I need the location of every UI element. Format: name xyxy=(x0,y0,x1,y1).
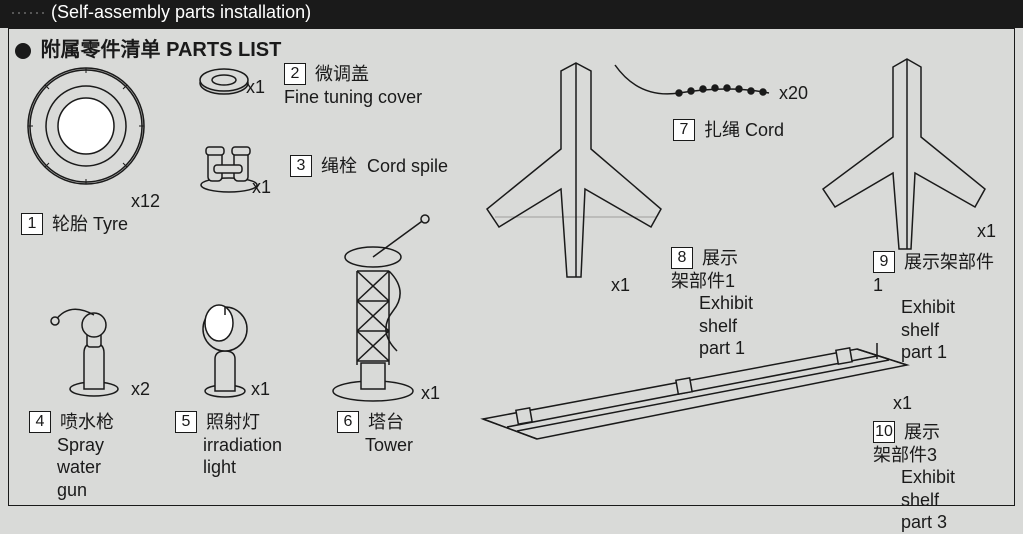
shelf-rail-label-en: Exhibit shelf part 3 xyxy=(901,466,955,534)
numbox-3: 3 xyxy=(290,155,312,177)
part-irradiation-light: x1 5 照射灯 irradiation light xyxy=(185,301,265,401)
cover-qty: x1 xyxy=(246,77,265,98)
cord-label-en: Cord xyxy=(745,120,784,140)
tower-icon xyxy=(313,201,463,411)
cover-label-cn: 微调盖 xyxy=(315,64,369,84)
numbox-8: 8 xyxy=(671,247,693,269)
shelf-b-qty: x1 xyxy=(977,221,996,242)
spray-gun-icon xyxy=(49,293,139,403)
tyre-icon xyxy=(21,61,151,191)
spray-gun-qty: x2 xyxy=(131,379,150,400)
tyre-label-cn: 轮胎 xyxy=(52,214,88,234)
part-exhibit-shelf-3: x1 10 展示架部件3 Exhibit shelf part 3 xyxy=(477,339,917,449)
cord-label-cn: 扎绳 xyxy=(704,120,740,140)
numbox-9: 9 xyxy=(873,251,895,273)
numbox-1: 1 xyxy=(21,213,43,235)
shelf-a-qty: x1 xyxy=(611,275,630,296)
part-spray-gun: x2 4 喷水枪 Spray water gun xyxy=(49,293,139,403)
tyre-label-en: Tyre xyxy=(93,214,128,234)
shelf-cross-a-icon xyxy=(481,59,671,289)
spile-label-en: Cord spile xyxy=(367,156,448,176)
tower-label-en: Tower xyxy=(365,434,413,457)
numbox-10: 10 xyxy=(873,421,895,443)
top-bar-fragment: (Self-assembly parts installation) xyxy=(51,2,311,22)
cover-label-en: Fine tuning cover xyxy=(284,86,422,109)
numbox-7: 7 xyxy=(673,119,695,141)
cover-icon xyxy=(194,65,254,101)
numbox-4: 4 xyxy=(29,411,51,433)
spray-gun-label-cn: 喷水枪 xyxy=(60,412,114,432)
shelf-rail-qty: x1 xyxy=(893,393,912,414)
numbox-6: 6 xyxy=(337,411,359,433)
spile-label-cn: 绳栓 xyxy=(321,156,357,176)
part-exhibit-shelf-1b: x1 9 展示架部件1 Exhibit shelf part 1 xyxy=(817,57,997,257)
light-label-en: irradiation light xyxy=(203,434,282,479)
spile-qty: x1 xyxy=(252,177,271,198)
light-label-cn: 照射灯 xyxy=(206,412,260,432)
numbox-5: 5 xyxy=(175,411,197,433)
parts-list-title: 附属零件清单 PARTS LIST xyxy=(15,33,281,62)
light-qty: x1 xyxy=(251,379,270,400)
shelf-rail-icon xyxy=(477,339,917,449)
numbox-2: 2 xyxy=(284,63,306,85)
title-cn: 附属零件清单 xyxy=(41,39,161,61)
title-en: PARTS LIST xyxy=(166,39,281,61)
tower-label-cn: 塔台 xyxy=(368,412,404,432)
part-cord-spile: x1 3 绳栓 Cord spile xyxy=(194,137,264,197)
bullet-icon xyxy=(15,43,31,59)
shelf-cross-b-icon xyxy=(817,57,997,257)
tyre-qty: x12 xyxy=(131,191,160,212)
tower-qty: x1 xyxy=(421,383,440,404)
part-fine-tuning-cover: x1 2 微调盖 Fine tuning cover xyxy=(194,65,254,101)
main-frame: 附属零件清单 PARTS LIST x12 1 轮胎 T xyxy=(8,28,1015,506)
part-tower: x1 6 塔台 Tower xyxy=(313,201,463,411)
part-exhibit-shelf-1a: x1 8 展示架部件1 Exhibit shelf part 1 xyxy=(481,59,671,289)
spray-gun-label-en: Spray water gun xyxy=(57,434,139,502)
top-bar: ······ (Self-assembly parts installation… xyxy=(0,0,1023,28)
part-tyre: x12 1 轮胎 Tyre xyxy=(21,61,151,191)
cord-qty: x20 xyxy=(779,83,808,104)
